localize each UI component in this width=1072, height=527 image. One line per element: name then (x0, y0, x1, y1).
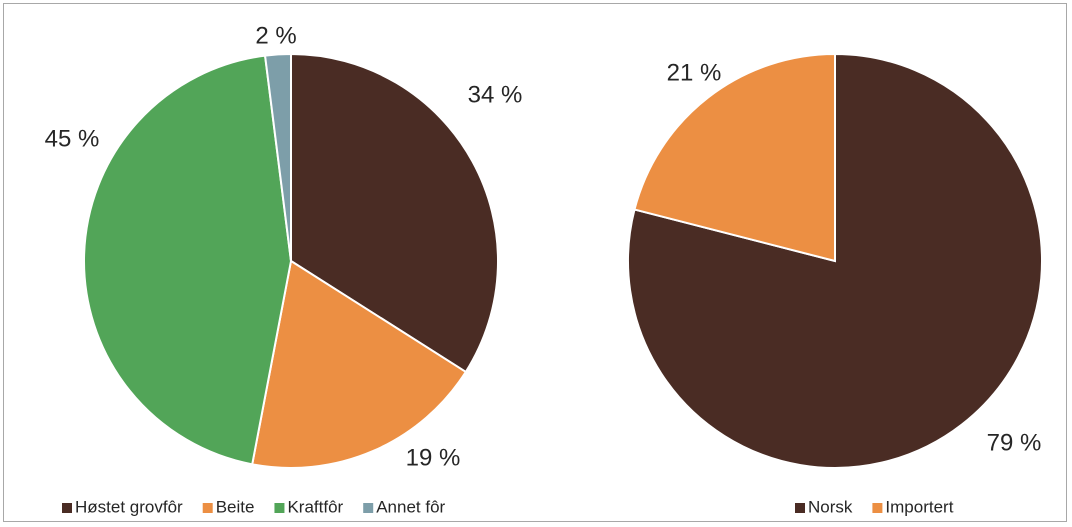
data-label-annet-for: 2 % (255, 22, 296, 49)
legend-swatch-hostet-grovfor (62, 503, 72, 513)
data-label-kraftfor: 45 % (45, 125, 100, 152)
data-label-importert: 21 % (667, 59, 722, 86)
pie-slice-importert (633, 52, 836, 263)
legend-swatch-annet-for (363, 503, 374, 513)
legend-swatch-importert (872, 503, 883, 513)
pie-slice-kraftfor (83, 54, 293, 466)
legend-label-annet-for: Annet fôr (376, 497, 445, 516)
data-label-norsk: 79 % (987, 429, 1042, 456)
legend-label-kraftfor: Kraftfôr (287, 497, 343, 516)
data-label-hostet-grovfor: 34 % (468, 81, 523, 108)
legend-origin: Norsk Importert (795, 497, 954, 516)
pie-chart-origin: 79 % 21 % (627, 52, 1043, 469)
legend-swatch-beite (202, 503, 213, 513)
pie-slice-beite (251, 259, 468, 469)
legend-label-beite: Beite (216, 497, 255, 516)
legend-swatch-norsk (795, 503, 805, 513)
legend-label-importert: Importert (885, 497, 953, 516)
legend-label-hostet-grovfor: Høstet grovfôr (75, 497, 183, 516)
pie-slice-annet-for (263, 52, 292, 262)
data-label-beite: 19 % (406, 444, 461, 471)
legend-label-norsk: Norsk (808, 497, 853, 516)
pie-slice-hostet-grovfor (290, 52, 499, 374)
legend-swatch-kraftfor (274, 503, 285, 513)
legend-feed-types: Høstet grovfôr Beite Kraftfôr Annet fôr (62, 497, 446, 516)
pie-chart-feed-types: 34 % 19 % 45 % 2 % (45, 22, 523, 471)
